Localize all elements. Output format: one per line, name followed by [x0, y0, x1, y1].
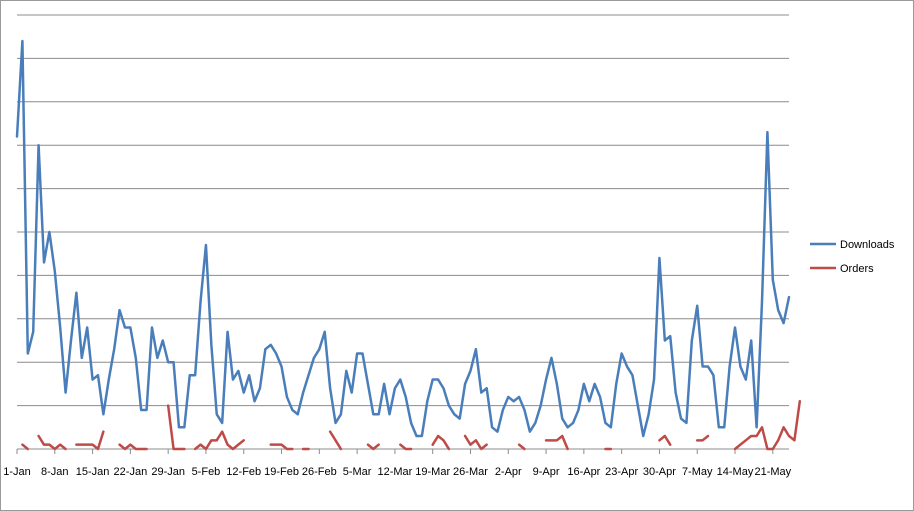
- x-tick-label: 8-Jan: [41, 466, 69, 478]
- series-line-segment: [118, 443, 148, 451]
- legend-label: Downloads: [840, 239, 895, 251]
- x-tick-label: 15-Jan: [76, 466, 110, 478]
- series-line-segment: [166, 404, 186, 451]
- series-line-segment: [193, 430, 245, 451]
- series-line-segment: [37, 434, 67, 451]
- series-line-segment: [733, 400, 802, 451]
- x-tick-label: 19-Feb: [264, 466, 299, 478]
- series-line-segment: [517, 443, 526, 451]
- series-lines: [15, 39, 802, 451]
- series-line-segment: [431, 434, 451, 451]
- series-line-segment: [658, 434, 672, 446]
- series-line-segment: [463, 434, 488, 451]
- x-tick-label: 5-Feb: [192, 466, 221, 478]
- x-tick-label: 29-Jan: [151, 466, 185, 478]
- x-tick-label: 9-Apr: [533, 466, 560, 478]
- x-axis: 1-Jan 8-Jan 15-Jan 22-Jan 29-Jan 5-Feb 12-Feb 1…: [3, 448, 792, 478]
- x-tick-label: 16-Apr: [567, 466, 600, 478]
- series-line-segment: [328, 430, 343, 451]
- x-tick-label: 7-May: [682, 466, 713, 478]
- legend: Downloads Orders: [810, 239, 895, 275]
- series-line-segment: [695, 434, 710, 442]
- x-tick-label: 5-Mar: [343, 466, 372, 478]
- series-line-segment: [21, 443, 30, 451]
- x-tick-label: 19-Mar: [415, 466, 450, 478]
- series-line-segment: [399, 443, 413, 451]
- x-tick-label: 14-May: [717, 466, 754, 478]
- series-line-segment: [75, 430, 105, 451]
- series-line-segment: [366, 443, 380, 451]
- x-tick-label: 2-Apr: [495, 466, 522, 478]
- series-downloads: [15, 39, 791, 438]
- gridlines: [17, 14, 789, 407]
- series-line-segment: [15, 39, 791, 438]
- x-tick-label: 1-Jan: [3, 466, 31, 478]
- x-tick-label: 30-Apr: [643, 466, 676, 478]
- x-tick-label: 12-Mar: [377, 466, 412, 478]
- x-tick-label: 26-Feb: [302, 466, 337, 478]
- x-tick-label: 22-Jan: [114, 466, 148, 478]
- x-tick-label: 12-Feb: [226, 466, 261, 478]
- series-line-segment: [544, 434, 569, 451]
- x-tick-label: 23-Apr: [605, 466, 638, 478]
- x-tick-label: 21-May: [754, 466, 791, 478]
- series-orders: [21, 400, 802, 451]
- series-line-segment: [269, 443, 294, 451]
- x-tick-label: 26-Mar: [453, 466, 488, 478]
- legend-label: Orders: [840, 263, 874, 275]
